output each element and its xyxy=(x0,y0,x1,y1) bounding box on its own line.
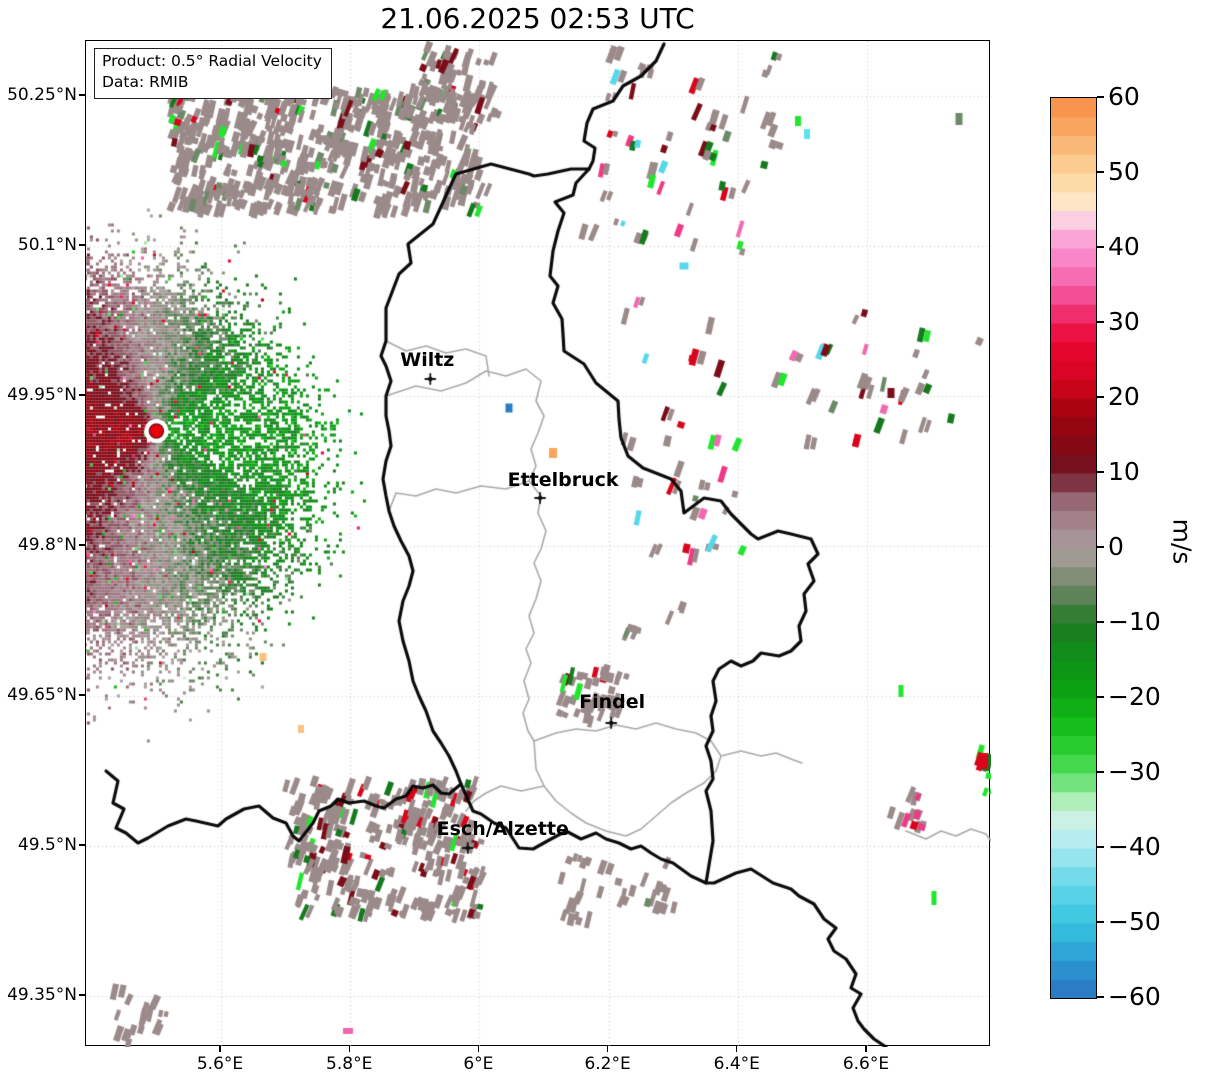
product-info-box: Product: 0.5° Radial Velocity Data: RMIB xyxy=(94,48,332,99)
x-axis-tick-label: 5.6°E xyxy=(196,1054,244,1074)
page-title: 21.06.2025 02:53 UTC xyxy=(380,2,695,35)
colorbar-tick xyxy=(1097,621,1104,623)
colorbar-tick-label: 0 xyxy=(1108,532,1124,561)
y-axis-tick-label: 50.25°N xyxy=(7,85,77,105)
y-axis-tick-label: 49.5°N xyxy=(17,835,77,855)
x-axis-tick xyxy=(865,1046,867,1052)
y-axis-tick xyxy=(79,844,85,846)
y-axis-tick-label: 49.95°N xyxy=(7,385,77,405)
y-axis-tick xyxy=(79,994,85,996)
x-axis-tick-label: 5.8°E xyxy=(326,1054,373,1074)
x-axis-tick xyxy=(219,1046,221,1052)
y-axis-tick xyxy=(79,544,85,546)
colorbar-tick xyxy=(1097,696,1104,698)
x-axis-tick-label: 6.6°E xyxy=(842,1054,890,1074)
colorbar-tick-label: −60 xyxy=(1108,982,1161,1011)
city-label-esch-alzette: Esch/Alzette xyxy=(436,818,569,840)
colorbar-tick xyxy=(1097,471,1104,473)
y-axis-tick xyxy=(79,394,85,396)
colorbar-tick-label: 60 xyxy=(1108,82,1140,111)
data-source-label: Data: RMIB xyxy=(102,73,189,92)
product-label: Product: 0.5° Radial Velocity xyxy=(102,52,322,70)
colorbar-tick-label: 50 xyxy=(1108,157,1140,186)
colorbar-tick xyxy=(1097,996,1104,998)
colorbar-tick xyxy=(1097,546,1104,548)
colorbar-tick-label: −50 xyxy=(1108,907,1161,936)
colorbar-tick-label: −40 xyxy=(1108,832,1161,861)
colorbar-tick-label: 20 xyxy=(1108,382,1140,411)
y-axis-tick-label: 49.8°N xyxy=(17,535,77,555)
x-axis-tick xyxy=(736,1046,738,1052)
colorbar xyxy=(1050,97,1097,999)
colorbar-tick xyxy=(1097,771,1104,773)
colorbar-tick xyxy=(1097,396,1104,398)
y-axis-tick xyxy=(79,694,85,696)
map-plot-area: Product: 0.5° Radial Velocity Data: RMIB xyxy=(85,40,991,1047)
y-axis-tick-label: 49.35°N xyxy=(7,985,77,1005)
colorbar-tick xyxy=(1097,921,1104,923)
colorbar-tick-label: −30 xyxy=(1108,757,1161,786)
city-label-wiltz: Wiltz xyxy=(400,349,455,371)
y-axis-tick-label: 49.65°N xyxy=(7,685,77,705)
y-axis-tick xyxy=(79,94,85,96)
x-axis-tick xyxy=(348,1046,350,1052)
x-axis-tick-label: 6°E xyxy=(463,1054,494,1074)
y-axis-tick-label: 50.1°N xyxy=(17,235,77,255)
x-axis-tick-label: 6.2°E xyxy=(584,1054,631,1074)
colorbar-tick xyxy=(1097,96,1104,98)
colorbar-tick xyxy=(1097,846,1104,848)
colorbar-tick-label: 10 xyxy=(1108,457,1140,486)
x-axis-tick xyxy=(477,1046,480,1052)
colorbar-tick xyxy=(1097,246,1104,248)
radar-map-canvas xyxy=(86,41,991,1047)
colorbar-tick xyxy=(1097,321,1104,323)
x-axis-tick-label: 6.4°E xyxy=(713,1054,760,1074)
city-label-ettelbruck: Ettelbruck xyxy=(507,469,619,491)
x-axis-tick xyxy=(606,1046,609,1052)
colorbar-tick-label: −20 xyxy=(1108,682,1161,711)
colorbar-tick-label: −10 xyxy=(1108,607,1161,636)
city-label-findel: Findel xyxy=(579,691,646,713)
colorbar-tick xyxy=(1097,171,1104,173)
y-axis-tick xyxy=(79,244,85,246)
colorbar-tick-label: 30 xyxy=(1108,307,1140,336)
colorbar-tick-label: 40 xyxy=(1108,232,1140,261)
colorbar-canvas xyxy=(1051,98,1096,998)
